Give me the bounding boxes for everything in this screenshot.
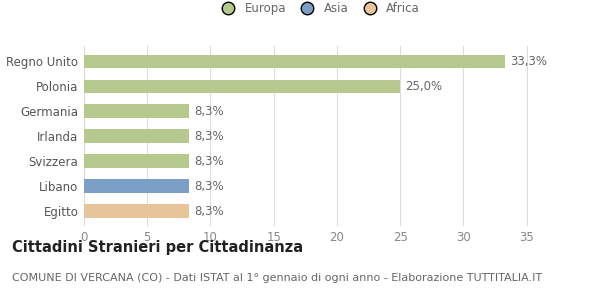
Text: Cittadini Stranieri per Cittadinanza: Cittadini Stranieri per Cittadinanza [12,240,303,255]
Bar [84,129,189,143]
Text: 8,3%: 8,3% [194,180,224,193]
Bar [84,154,189,168]
Bar [84,179,189,193]
Text: 8,3%: 8,3% [194,155,224,168]
Bar [84,104,189,118]
Bar [84,204,189,218]
Legend: Europa, Asia, Africa: Europa, Asia, Africa [212,0,424,19]
Text: COMUNE DI VERCANA (CO) - Dati ISTAT al 1° gennaio di ogni anno - Elaborazione TU: COMUNE DI VERCANA (CO) - Dati ISTAT al 1… [12,273,542,283]
Text: 8,3%: 8,3% [194,205,224,218]
Text: 8,3%: 8,3% [194,105,224,118]
Bar [84,79,400,93]
Bar [84,55,505,68]
Text: 25,0%: 25,0% [405,80,442,93]
Text: 8,3%: 8,3% [194,130,224,143]
Text: 33,3%: 33,3% [510,55,547,68]
